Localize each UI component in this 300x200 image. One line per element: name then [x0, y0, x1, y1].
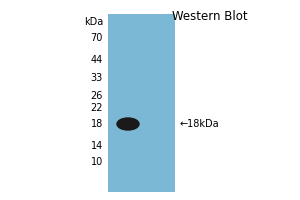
Text: 26: 26	[91, 91, 103, 101]
Text: ←18kDa: ←18kDa	[180, 119, 220, 129]
Text: 22: 22	[91, 103, 103, 113]
Text: 18: 18	[91, 119, 103, 129]
Text: 10: 10	[91, 157, 103, 167]
Text: kDa: kDa	[84, 17, 103, 27]
Text: 44: 44	[91, 55, 103, 65]
Text: 70: 70	[91, 33, 103, 43]
Bar	[108, 14, 175, 192]
Text: 14: 14	[91, 141, 103, 151]
Text: 33: 33	[91, 73, 103, 83]
Ellipse shape	[117, 118, 139, 130]
Text: Western Blot: Western Blot	[172, 10, 248, 23]
